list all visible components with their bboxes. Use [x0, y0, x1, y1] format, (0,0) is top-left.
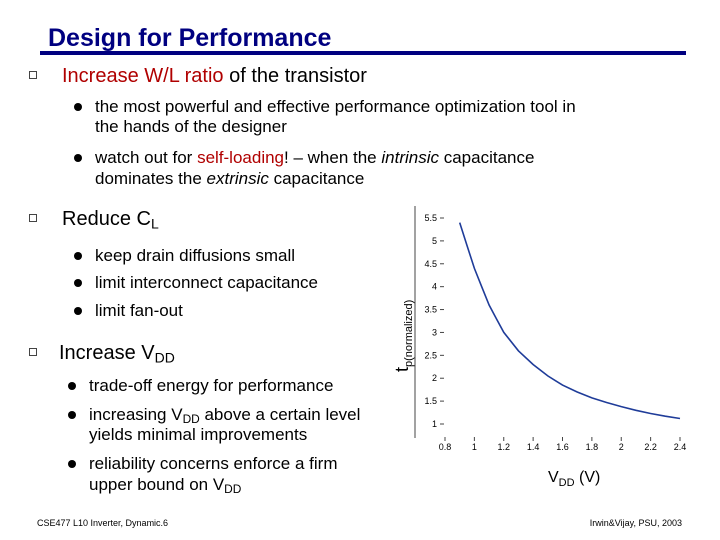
x-tick-label: 2.2	[644, 442, 657, 452]
item-1b-extrinsic: extrinsic	[206, 169, 269, 188]
y-tick-label: 4.5	[424, 259, 437, 269]
heading-increase-vdd: Increase VDD	[59, 342, 175, 365]
heading-reduce-main: Reduce C	[62, 208, 151, 230]
bullet-dot-2b	[74, 279, 82, 287]
y-tick-label: 4	[432, 282, 437, 292]
self-loading-highlight: self-loading	[197, 148, 285, 167]
y-tick-label: 3	[432, 327, 437, 337]
x-tick-label: 1.6	[556, 442, 569, 452]
y-tick-label: 5	[432, 236, 437, 246]
heading-vdd-sub: DD	[154, 349, 175, 366]
heading-reduce-cl: Reduce CL	[62, 208, 159, 231]
item-3b-post: above a certain level	[199, 405, 361, 424]
bullet-dot-3b	[68, 411, 76, 419]
item-1b-pre: watch out for	[95, 148, 198, 167]
x-axis-label: VDD (V)	[548, 469, 600, 489]
y-tick-label: 2	[432, 373, 437, 383]
item-2b: limit interconnect capacitance	[95, 273, 319, 292]
y-tick-label: 1.5	[424, 396, 437, 406]
item-3c-l2sub: DD	[224, 481, 242, 496]
item-2c: limit fan-out	[95, 301, 183, 320]
item-3c-line1: reliability concerns enforce a firm	[89, 454, 338, 473]
y-axis-label: tp(normalized)	[392, 300, 415, 372]
bullet-square-2	[29, 214, 37, 222]
item-2a: keep drain diffusions small	[95, 246, 296, 265]
x-tick-label: 2	[619, 442, 624, 452]
y-tick-label: 5.5	[424, 213, 437, 223]
bullet-square-3	[29, 348, 37, 356]
item-3a: trade-off energy for performance	[89, 376, 334, 395]
x-tick-label: 1.4	[527, 442, 540, 452]
y-tick-label: 2.5	[424, 350, 437, 360]
heading-reduce-sub: L	[150, 215, 159, 232]
footer-left: CSE477 L10 Inverter, Dynamic.6	[37, 518, 169, 528]
bullet-dot-2c	[74, 307, 82, 315]
item-3b-line1: increasing VDD above a certain level	[89, 405, 360, 425]
item-3c-line2: upper bound on VDD	[89, 475, 241, 495]
x-tick-label: 1.8	[586, 442, 599, 452]
x-tick-label: 2.4	[674, 442, 687, 452]
x-tick-label: 0.8	[439, 442, 452, 452]
item-1b-mid: ! – when the	[284, 148, 382, 167]
page-title: Design for Performance	[48, 24, 332, 52]
item-1a-line2: the hands of the designer	[95, 117, 287, 136]
footer-right: Irwin&Vijay, PSU, 2003	[589, 518, 682, 528]
item-1b-line2: dominates the extrinsic capacitance	[95, 169, 364, 189]
item-1b-line1: watch out for self-loading! – when the i…	[95, 148, 534, 168]
item-1b-l2pre: dominates the	[95, 169, 207, 188]
heading-rest: of the transistor	[223, 65, 367, 87]
bullet-dot-1a	[74, 103, 82, 111]
bullet-dot-1b	[74, 154, 82, 162]
heading-increase-wl: Increase W/L ratio of the transistor	[62, 65, 367, 88]
title-underline	[40, 51, 686, 55]
x-tick-label: 1.2	[497, 442, 510, 452]
item-1a-line1: the most powerful and effective performa…	[95, 97, 576, 116]
y-tick-label: 1	[432, 419, 437, 429]
item-3b-sub: DD	[182, 411, 200, 426]
item-1b-post: capacitance	[438, 148, 535, 167]
item-3c-l2pre: upper bound on V	[89, 475, 225, 494]
item-1b-l2post: capacitance	[268, 169, 365, 188]
y-tick-label: 3.5	[424, 305, 437, 315]
bullet-square-1	[29, 71, 37, 79]
item-3b-line2: yields minimal improvements	[89, 425, 308, 444]
bullet-dot-3c	[68, 460, 76, 468]
heading-vdd-main: Increase V	[59, 342, 155, 364]
item-3b-pre: increasing V	[89, 405, 183, 424]
x-tick-label: 1	[472, 442, 477, 452]
heading-highlight: Increase W/L ratio	[62, 65, 224, 87]
item-1b-intrinsic: intrinsic	[381, 148, 439, 167]
bullet-dot-3a	[68, 382, 76, 390]
bullet-dot-2a	[74, 252, 82, 260]
delay-curve	[458, 222, 681, 420]
